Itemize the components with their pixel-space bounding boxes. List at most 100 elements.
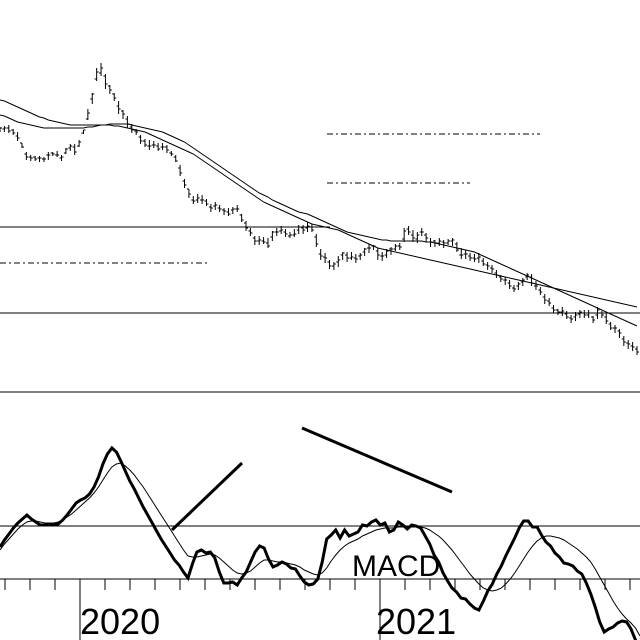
ohlc-bar xyxy=(503,277,508,285)
ohlc-bar xyxy=(230,207,235,214)
ohlc-bar xyxy=(472,254,477,262)
ohlc-bar xyxy=(573,312,578,321)
macd-line xyxy=(0,445,638,640)
ohlc-bar xyxy=(305,222,310,232)
ohlc-bar xyxy=(626,340,631,349)
ohlc-bar xyxy=(186,188,191,198)
ohlc-bar xyxy=(107,85,112,94)
ohlc-bar xyxy=(476,253,481,263)
ohlc-bar xyxy=(270,231,275,241)
ohlc-bar xyxy=(46,152,51,160)
ohlc-bar xyxy=(2,126,7,132)
ohlc-bar xyxy=(454,242,459,252)
ohlc-bar xyxy=(393,244,398,251)
ohlc-bar xyxy=(77,140,82,147)
ohlc-bar xyxy=(239,214,244,222)
ohlc-bar xyxy=(538,287,543,295)
ohlc-bar xyxy=(11,129,16,135)
ohlc-bar xyxy=(292,229,297,237)
ohlc-bar xyxy=(349,252,354,260)
ohlc-bar xyxy=(406,226,411,235)
ohlc-bar xyxy=(569,315,574,323)
ohlc-bar xyxy=(63,148,68,154)
ohlc-bar xyxy=(217,205,222,212)
ohlc-bar xyxy=(498,275,503,282)
ohlc-bar xyxy=(182,179,187,188)
ohlc-bar xyxy=(441,240,446,248)
ohlc-bar xyxy=(0,127,2,132)
ohlc-bar xyxy=(327,260,332,269)
ohlc-bar xyxy=(591,316,596,323)
ohlc-bar xyxy=(116,101,121,114)
ohlc-bar xyxy=(112,93,117,101)
ohlc-bar xyxy=(235,205,240,212)
ohlc-bar xyxy=(402,228,407,242)
ohlc-bar xyxy=(279,226,284,234)
ohlc-bar xyxy=(415,232,420,243)
ohlc-bar xyxy=(621,336,626,346)
ohlc-bar xyxy=(450,238,455,246)
indicator-trendline-up xyxy=(170,461,244,532)
ohlc-bar xyxy=(200,195,205,204)
ohlc-bar xyxy=(397,243,402,250)
ohlc-bar xyxy=(301,225,306,234)
ohlc-bar xyxy=(340,252,345,260)
ohlc-bar xyxy=(424,233,429,242)
ohlc-bar xyxy=(160,143,165,150)
ohlc-bar xyxy=(630,342,635,351)
ohlc-bar xyxy=(222,208,227,215)
ohlc-bar xyxy=(362,248,367,256)
ohlc-bar xyxy=(494,270,499,278)
ohlc-bar xyxy=(446,239,451,245)
ohlc-bar xyxy=(33,156,38,161)
ohlc-bar xyxy=(331,262,336,270)
ohlc-bar xyxy=(99,63,104,76)
ohlc-bar xyxy=(191,196,196,204)
moving-average-2 xyxy=(0,99,638,308)
ohlc-bar xyxy=(507,280,512,289)
ohlc-bar xyxy=(6,125,11,133)
ohlc-bar xyxy=(468,253,473,261)
ohlc-bar xyxy=(169,151,174,156)
ohlc-bar xyxy=(525,273,530,280)
ohlc-bar xyxy=(265,238,270,248)
ohlc-bar xyxy=(274,228,279,236)
ohlc-bar xyxy=(309,224,314,232)
ohlc-bar xyxy=(485,262,490,270)
ohlc-bar xyxy=(608,322,613,330)
ohlc-bar xyxy=(81,129,86,134)
ohlc-bar xyxy=(55,151,60,157)
price-panel xyxy=(0,63,640,393)
ohlc-bar xyxy=(261,237,266,244)
ohlc-bar xyxy=(90,93,95,104)
ohlc-bar xyxy=(336,256,341,267)
ohlc-bar xyxy=(428,238,433,247)
ohlc-bar xyxy=(257,236,262,245)
ohlc-bar xyxy=(208,204,213,212)
ohlc-bar xyxy=(59,155,64,161)
x-axis xyxy=(0,578,640,640)
moving-average-1 xyxy=(0,114,638,327)
ohlc-bar xyxy=(520,278,525,286)
ohlc-bar xyxy=(138,135,143,144)
ohlc-bar xyxy=(613,325,618,333)
ohlc-bar xyxy=(204,199,209,206)
ohlc-bar xyxy=(178,165,183,176)
ohlc-bar xyxy=(142,139,147,147)
ohlc-bar xyxy=(437,238,442,246)
ohlc-bar xyxy=(635,346,639,355)
ohlc-bar xyxy=(371,245,376,250)
ohlc-bar xyxy=(121,110,126,119)
ohlc-bar xyxy=(134,129,139,135)
ohlc-bar xyxy=(296,225,301,234)
ohlc-bar xyxy=(345,252,350,262)
ohlc-bar xyxy=(129,124,134,133)
ohlc-bar xyxy=(419,228,424,236)
ohlc-bar xyxy=(248,228,253,236)
ohlc-bar xyxy=(195,194,200,203)
x-tick-label-2020: 2020 xyxy=(80,601,160,640)
ohlc-bar xyxy=(516,282,521,290)
ohlc-bar xyxy=(582,310,587,318)
ohlc-bar xyxy=(72,144,77,155)
